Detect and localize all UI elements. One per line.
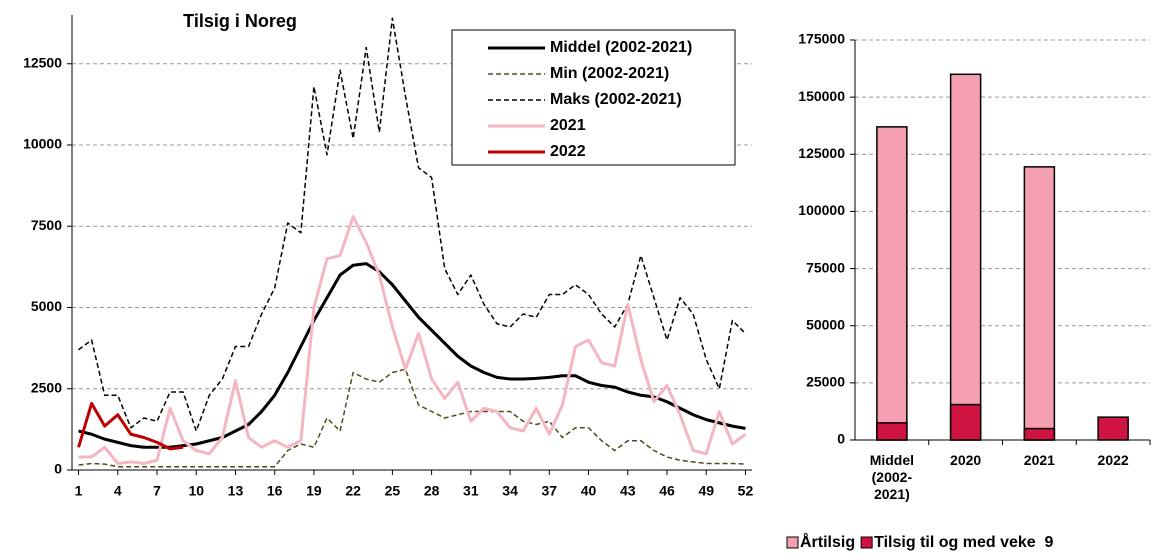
- y-tick-label: 175000: [798, 31, 845, 47]
- legend-label: 2022: [550, 143, 586, 160]
- x-tick-label: 7: [153, 483, 161, 499]
- x-tick-label: 43: [620, 483, 636, 499]
- x-tick-label: 2022: [1097, 452, 1129, 468]
- x-tick-label: 25: [385, 483, 401, 499]
- x-tick-label: 37: [542, 483, 558, 499]
- bar: [876, 126, 908, 441]
- y-tick-label: 50000: [806, 316, 845, 332]
- legend-label: Middel (2002-2021): [550, 39, 692, 56]
- series-line: [78, 215, 747, 465]
- y-tick-label: 150000: [798, 88, 845, 104]
- x-tick-label: 34: [502, 483, 518, 499]
- x-tick-label: 52: [738, 483, 754, 499]
- legend-label: Årtilsig: [800, 532, 855, 551]
- y-tick-label: 12500: [23, 54, 62, 70]
- x-tick-label: 4: [114, 483, 122, 499]
- y-tick-label: 2500: [31, 379, 62, 395]
- series-line: [78, 17, 746, 432]
- x-tick-label: 22: [345, 483, 361, 499]
- legend-swatch: [860, 536, 873, 549]
- y-tick-label: 25000: [806, 374, 845, 390]
- series-line: [77, 401, 184, 451]
- bar: [949, 403, 982, 441]
- x-tick-label: 13: [228, 483, 244, 499]
- x-tick-label: 46: [659, 483, 675, 499]
- y-tick-label: 100000: [798, 202, 845, 218]
- legend-box: [451, 29, 736, 166]
- bar: [949, 73, 982, 441]
- bar: [1023, 166, 1056, 441]
- x-tick-label: 2021: [1023, 452, 1055, 468]
- legend-label: Maks (2002-2021): [550, 91, 682, 108]
- x-tick-label: 1: [75, 483, 83, 499]
- x-tick-label: 31: [463, 483, 479, 499]
- legend-label: Tilsig til og med veke 9: [874, 534, 1053, 551]
- bar: [1023, 427, 1056, 441]
- legend-label: Min (2002-2021): [550, 65, 669, 82]
- y-tick-label: 125000: [798, 145, 845, 161]
- y-tick-label: 75000: [806, 259, 845, 275]
- y-tick-label: 0: [837, 431, 845, 447]
- legend-swatch: [786, 536, 799, 549]
- series-line: [78, 368, 746, 468]
- y-tick-label: 5000: [31, 298, 62, 314]
- x-tick-label: 49: [698, 483, 714, 499]
- bar: [876, 422, 908, 441]
- x-tick-label: Middel (2002-2021): [869, 452, 915, 502]
- x-tick-label: 19: [306, 483, 322, 499]
- x-tick-label: 40: [581, 483, 597, 499]
- x-tick-label: 16: [267, 483, 283, 499]
- y-tick-label: 7500: [31, 217, 62, 233]
- x-tick-label: 2020: [950, 452, 982, 468]
- x-tick-label: 10: [188, 483, 204, 499]
- legend-label: 2021: [550, 117, 586, 134]
- chart-title: Tilsig i Noreg: [183, 11, 297, 31]
- bar: [1097, 416, 1129, 441]
- y-tick-label: 10000: [23, 136, 62, 152]
- x-tick-label: 28: [424, 483, 440, 499]
- y-tick-label: 0: [54, 461, 62, 477]
